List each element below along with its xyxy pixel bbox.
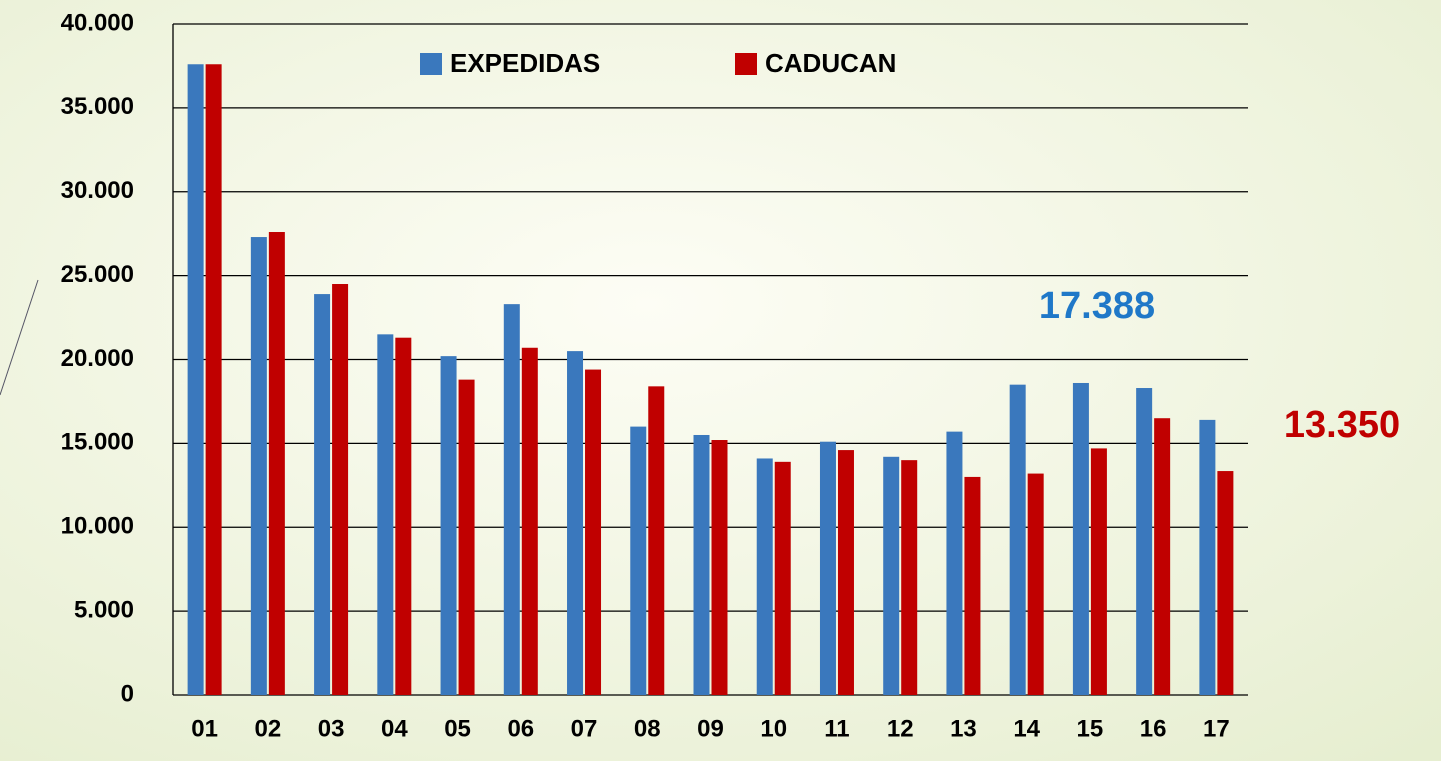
bar [946,431,963,695]
bar [521,347,538,695]
annotation: 17.388 [1039,285,1155,327]
bar [187,64,204,695]
bar [314,294,331,695]
bar [1027,473,1044,695]
y-tick-label: 40.000 [61,9,134,36]
decoration [0,279,39,396]
bar [630,426,647,695]
bar [377,334,394,695]
x-tick-label: 10 [760,715,787,742]
x-tick-label: 05 [444,715,471,742]
x-tick-label: 06 [507,715,534,742]
bar [205,64,222,695]
x-tick-label: 07 [571,715,598,742]
legend-swatch [735,53,757,75]
bar [774,461,791,695]
bar [648,386,665,695]
y-tick-label: 5.000 [74,596,134,623]
bar [585,369,602,695]
bar [395,337,412,695]
y-tick-label: 25.000 [61,261,134,288]
bar [819,441,836,695]
annotation: 13.350 [1284,404,1400,446]
bar [1009,384,1026,695]
x-tick-label: 02 [255,715,282,742]
bar [1199,419,1216,695]
y-tick-label: 20.000 [61,345,134,372]
bar [503,304,520,695]
y-tick-label: 35.000 [61,93,134,120]
y-tick-label: 10.000 [61,513,134,540]
x-tick-label: 09 [697,715,724,742]
bar [567,351,584,695]
bar [332,284,349,695]
bar [250,237,267,696]
bar [1090,448,1107,695]
y-tick-label: 0 [121,680,134,707]
legend-swatch [420,53,442,75]
legend-label: EXPEDIDAS [450,48,600,78]
x-tick-label: 17 [1203,715,1230,742]
bar [1072,382,1089,695]
bar [1136,388,1153,695]
x-tick-label: 13 [950,715,977,742]
x-tick-label: 08 [634,715,661,742]
bar [268,232,285,695]
legend-label: CADUCAN [765,48,896,78]
x-tick-label: 15 [1077,715,1104,742]
y-tick-label: 15.000 [61,429,134,456]
x-tick-label: 04 [381,715,408,742]
bar [901,460,918,695]
bar [837,450,854,695]
bar [440,356,457,695]
bar [458,379,475,695]
bar [964,476,981,695]
bar [1154,418,1171,695]
bar [883,456,900,695]
bar [756,458,773,695]
x-tick-label: 14 [1013,715,1040,742]
bar [711,440,728,695]
x-tick-label: 11 [824,715,849,742]
y-tick-label: 30.000 [61,177,134,204]
bar [1217,471,1234,695]
x-tick-label: 16 [1140,715,1167,742]
x-tick-label: 03 [318,715,345,742]
x-tick-label: 12 [887,715,914,742]
bar [693,434,710,695]
x-tick-label: 01 [191,715,218,742]
